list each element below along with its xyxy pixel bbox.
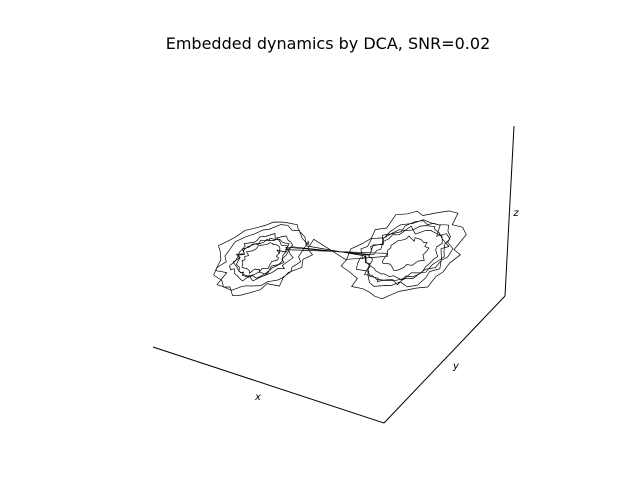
z-axis-line bbox=[504, 125, 515, 297]
trajectory-line bbox=[213, 210, 467, 300]
chart-title: Embedded dynamics by DCA, SNR=0.02 bbox=[166, 34, 491, 53]
x-axis-label: x bbox=[254, 392, 261, 403]
x-axis-line bbox=[152, 346, 385, 424]
y-axis-line bbox=[383, 295, 506, 424]
z-axis-label: z bbox=[512, 208, 519, 219]
trajectory-plot bbox=[213, 210, 467, 300]
y-axis-label: y bbox=[452, 361, 460, 372]
